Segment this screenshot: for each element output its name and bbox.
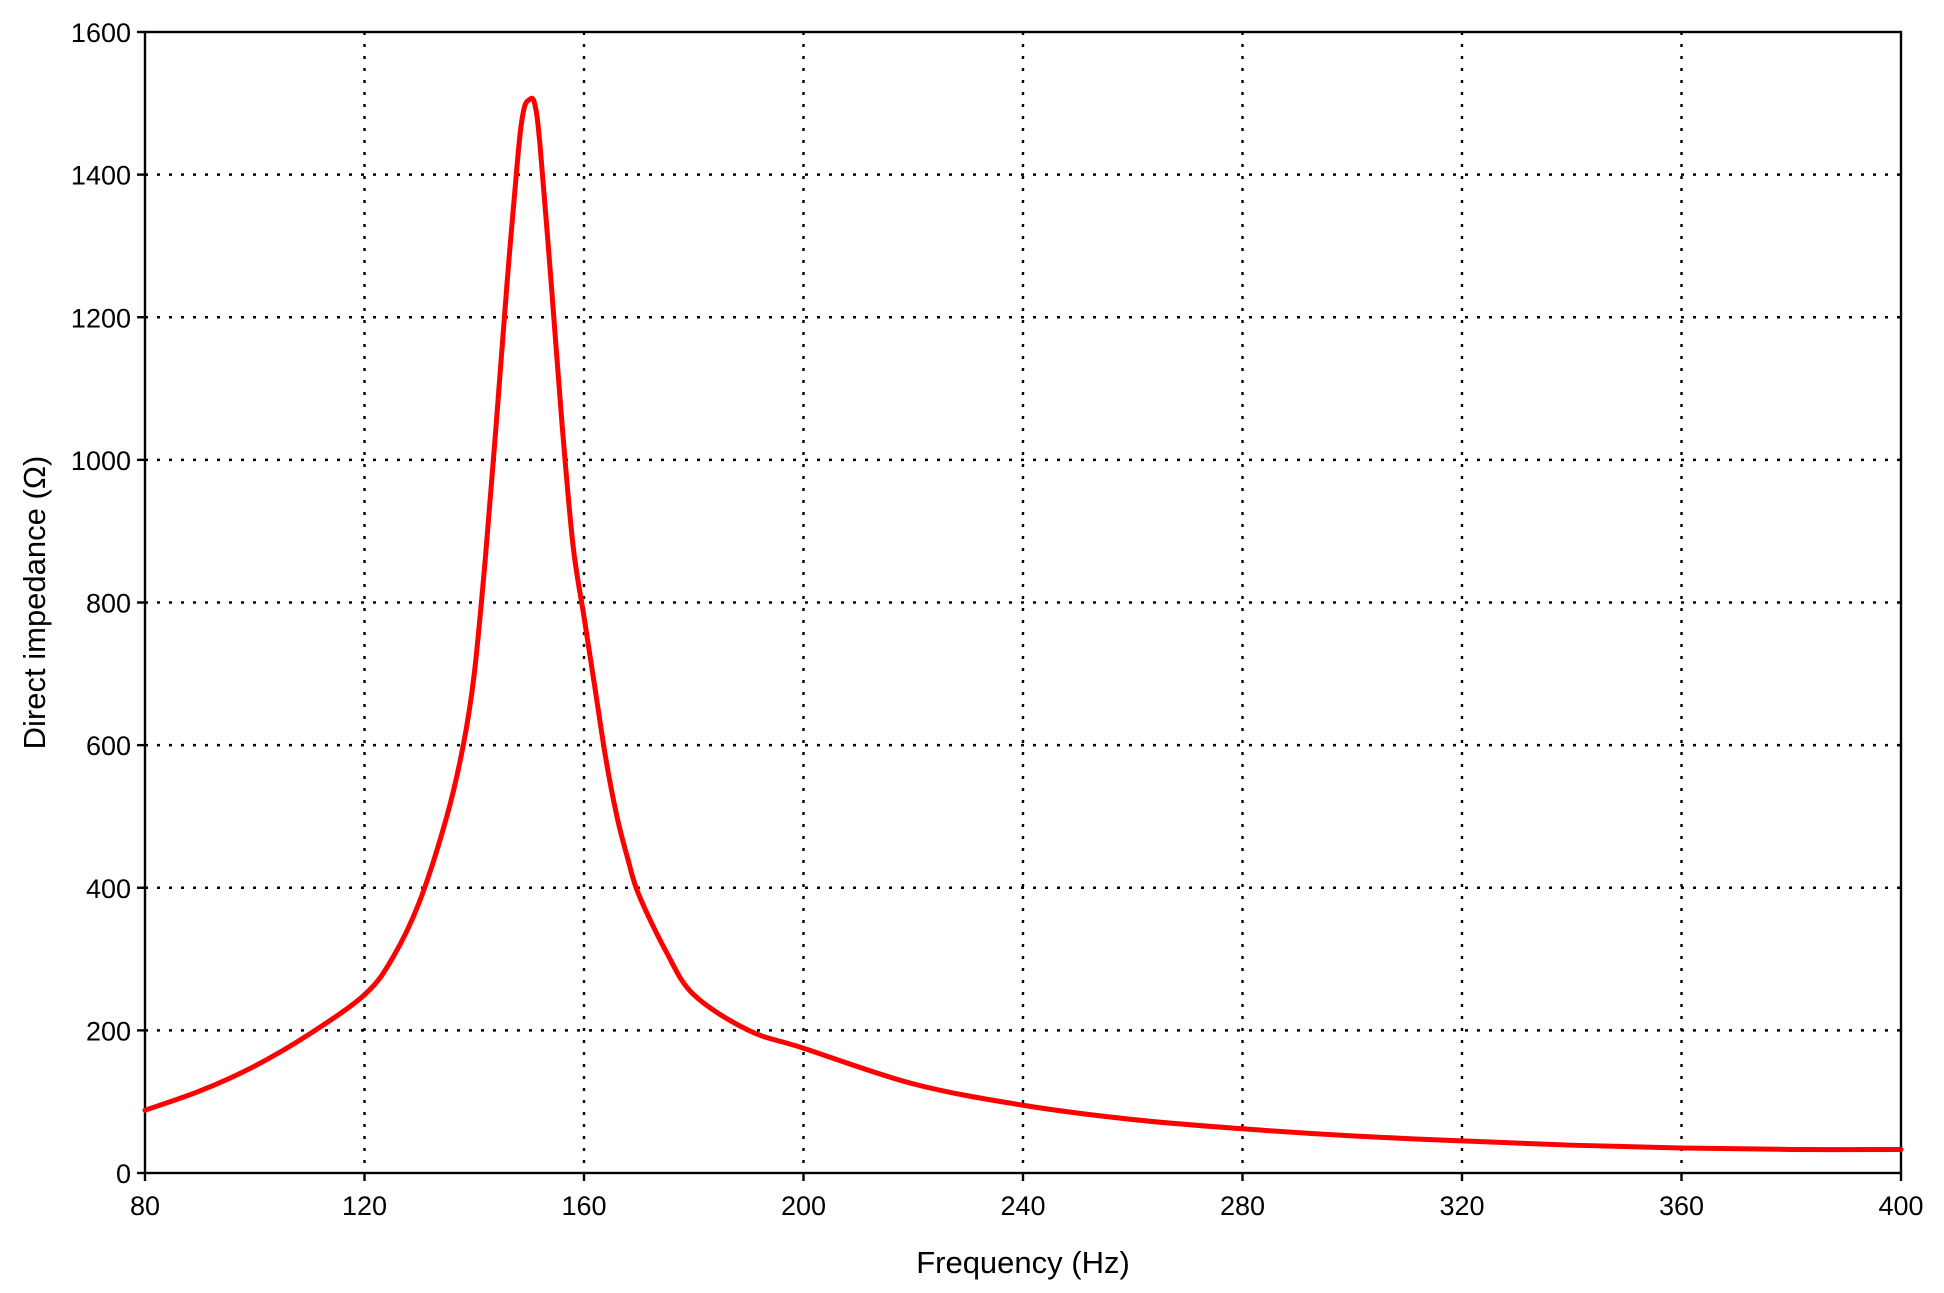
y-tick-label: 1400 xyxy=(71,161,131,191)
tick-layer xyxy=(137,30,1903,1181)
y-axis-title: Direct impedance (Ω) xyxy=(17,456,52,750)
x-tick-label: 120 xyxy=(342,1191,387,1221)
x-tick-label: 240 xyxy=(1000,1191,1045,1221)
x-tick-label: 320 xyxy=(1439,1191,1484,1221)
x-tick-label: 160 xyxy=(561,1191,606,1221)
series-layer xyxy=(142,95,1904,1153)
y-tick-label: 600 xyxy=(86,731,131,761)
y-tick-label: 800 xyxy=(86,589,131,619)
x-tick-label: 200 xyxy=(781,1191,826,1221)
y-tick-label: 0 xyxy=(116,1159,131,1189)
x-tick-label: 80 xyxy=(130,1191,160,1221)
x-tick-label: 400 xyxy=(1878,1191,1923,1221)
impedance-series-line xyxy=(142,95,1904,1153)
y-tick-label: 400 xyxy=(86,874,131,904)
y-tick-label: 1600 xyxy=(71,18,131,48)
x-tick-label: 280 xyxy=(1220,1191,1265,1221)
x-tick-label: 360 xyxy=(1659,1191,1704,1221)
y-tick-label: 200 xyxy=(86,1016,131,1046)
y-tick-label: 1200 xyxy=(71,303,131,333)
y-tick-label: 1000 xyxy=(71,446,131,476)
tick-label-layer: 80 120 160 200 240 280 320 360 400 0 200 400 600 800 1… xyxy=(71,18,1924,1221)
x-axis-title: Frequency (Hz) xyxy=(916,1245,1130,1280)
grid-layer xyxy=(145,32,1901,1173)
